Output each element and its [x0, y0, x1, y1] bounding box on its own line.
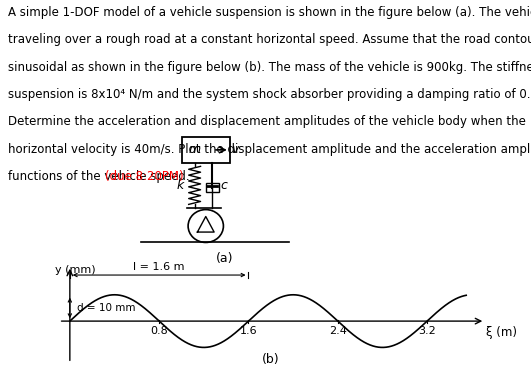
- Text: traveling over a rough road at a constant horizontal speed. Assume that the road: traveling over a rough road at a constan…: [8, 33, 531, 46]
- Text: horizontal velocity is 40m/s. Plot the displacement amplitude and the accelerati: horizontal velocity is 40m/s. Plot the d…: [8, 143, 531, 156]
- Text: ξ (m): ξ (m): [486, 326, 517, 339]
- Text: 1.6: 1.6: [239, 326, 258, 336]
- Text: (a): (a): [216, 252, 233, 264]
- Text: c: c: [221, 179, 228, 192]
- Text: 3.2: 3.2: [418, 326, 436, 336]
- Text: Determine the acceleration and displacement amplitudes of the vehicle body when : Determine the acceleration and displacem…: [8, 115, 526, 129]
- Text: (due 8:20PM): (due 8:20PM): [105, 170, 183, 183]
- Text: m: m: [189, 143, 201, 156]
- Text: (b): (b): [262, 353, 280, 366]
- Bar: [205, 183, 219, 192]
- Text: k: k: [177, 179, 184, 192]
- Text: functions of the vehicle speed.: functions of the vehicle speed.: [8, 170, 193, 183]
- Text: 0.8: 0.8: [150, 326, 168, 336]
- Text: y (mm): y (mm): [55, 265, 96, 274]
- Text: d = 10 mm: d = 10 mm: [76, 303, 135, 313]
- Text: sinusoidal as shown in the figure below (b). The mass of the vehicle is 900kg. T: sinusoidal as shown in the figure below …: [8, 61, 531, 74]
- Text: suspension is 8x10⁴ N/m and the system shock absorber providing a damping ratio : suspension is 8x10⁴ N/m and the system s…: [8, 88, 531, 101]
- Text: 2.4: 2.4: [329, 326, 347, 336]
- Text: A simple 1-DOF model of a vehicle suspension is shown in the figure below (a). T: A simple 1-DOF model of a vehicle suspen…: [8, 6, 531, 19]
- Text: v: v: [232, 143, 239, 156]
- Text: l = 1.6 m: l = 1.6 m: [133, 262, 185, 272]
- Bar: [182, 137, 230, 163]
